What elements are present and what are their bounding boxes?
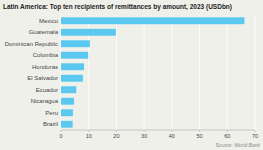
bar — [61, 29, 116, 36]
bar — [61, 121, 73, 128]
tick-label: 50 — [197, 133, 203, 139]
chart: Latin America: Top ten recipients of rem… — [0, 0, 263, 150]
bar — [61, 86, 76, 93]
bar — [61, 17, 244, 24]
grid-line — [116, 15, 117, 130]
category-label: Colombia — [33, 52, 59, 58]
tick-label: 30 — [141, 133, 147, 139]
tick-label: 10 — [86, 133, 92, 139]
bar — [61, 109, 73, 116]
grid-line — [144, 15, 145, 130]
category-label: Ecuador — [36, 87, 58, 93]
tick-label: 0 — [59, 133, 62, 139]
background — [0, 0, 263, 150]
bars — [61, 17, 244, 127]
annotation: Source: World Bank — [216, 142, 261, 148]
grid-line — [199, 15, 200, 130]
bar — [61, 63, 84, 70]
tick-label: 20 — [113, 133, 119, 139]
bar — [61, 98, 74, 105]
category-label: Nicaragua — [31, 98, 59, 104]
category-label: Mexico — [39, 18, 59, 24]
grid-line — [171, 15, 172, 130]
tick-label: 40 — [169, 133, 175, 139]
title: Latin America: Top ten recipients of rem… — [3, 3, 232, 11]
tick-labels: 0 10 20 30 40 50 60 70 — [59, 130, 258, 139]
tick-label: 70 — [252, 133, 258, 139]
category-label: El Salvador — [27, 75, 58, 81]
page: {"chart_data": {"type": "bar", "orientat… — [0, 0, 263, 150]
category-label: Guatemala — [29, 29, 59, 35]
grid-line — [227, 15, 228, 130]
grid — [61, 15, 255, 130]
bar — [61, 40, 90, 47]
category-label: Peru — [45, 110, 58, 116]
category-labels: Mexico Guatemala Dominican Republic Colombi… — [5, 18, 59, 128]
bar — [61, 75, 83, 82]
category-label: Brazil — [43, 121, 58, 127]
category-label: Honduras — [32, 64, 58, 70]
tick-label: 60 — [224, 133, 230, 139]
category-label: Dominican Republic — [5, 41, 58, 47]
axis-line — [61, 130, 255, 131]
grid-line — [255, 15, 256, 130]
bar — [61, 52, 88, 59]
